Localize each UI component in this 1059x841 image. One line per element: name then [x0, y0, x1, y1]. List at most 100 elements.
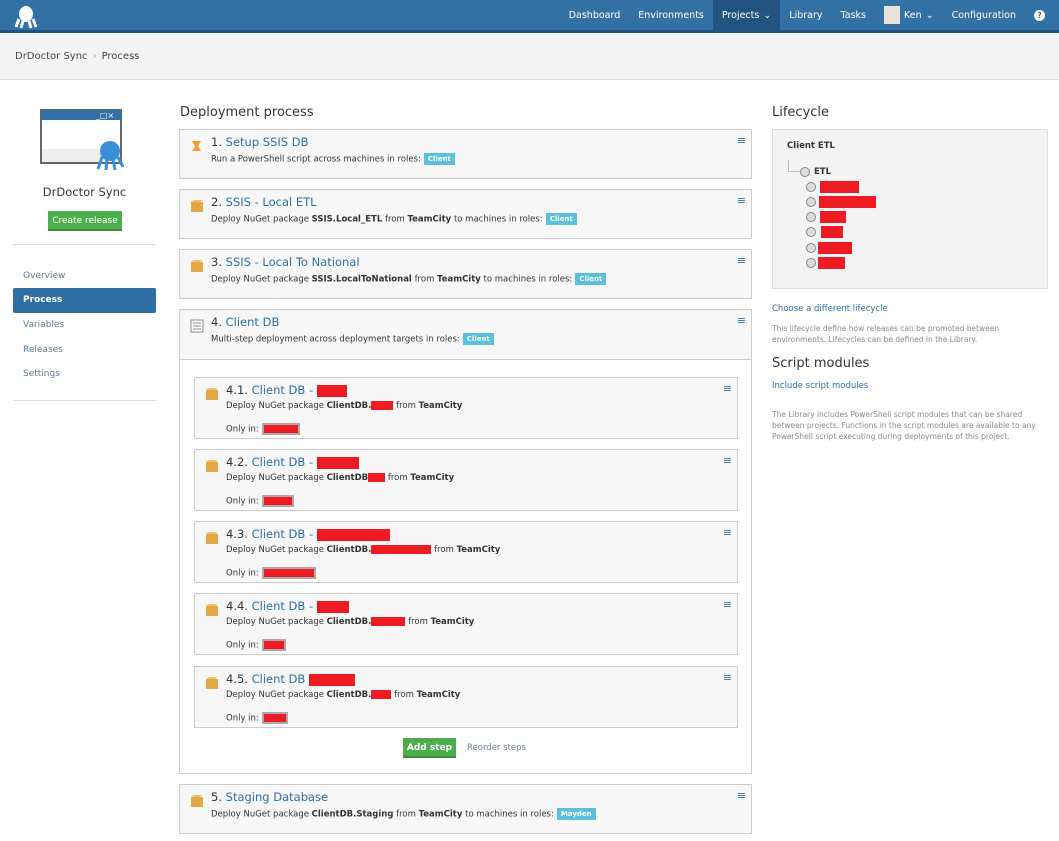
- nav-library[interactable]: Library: [789, 9, 823, 21]
- hamburger-menu-icon[interactable]: ≡: [736, 789, 746, 802]
- divider: [13, 244, 156, 245]
- environment-status-icon: [806, 212, 816, 222]
- redacted-text: [371, 617, 406, 626]
- octopus-logo-icon[interactable]: [15, 5, 37, 29]
- environment-tag: [261, 567, 316, 579]
- substep-title[interactable]: 4.4. Client DB -: [226, 599, 349, 613]
- breadcrumb-project[interactable]: DrDoctor Sync: [15, 51, 88, 62]
- redacted-text: [316, 528, 390, 541]
- only-in-environments: Only in:: [226, 567, 316, 579]
- substep-card: 4.4. Client DB - Deploy NuGet package Cl…: [194, 593, 738, 655]
- sidebar-item-overview[interactable]: Overview: [23, 271, 66, 281]
- create-release-button[interactable]: Create release: [48, 211, 122, 231]
- only-in-environments: Only in:: [226, 639, 286, 651]
- only-in-environments: Only in:: [226, 495, 294, 507]
- role-badge: Client: [423, 153, 455, 165]
- substep-description: Deploy NuGet package ClientDB. from Team…: [226, 401, 463, 411]
- redacted-text: [316, 456, 359, 469]
- nav-dashboard[interactable]: Dashboard: [568, 9, 621, 21]
- svg-text:_□×: _□×: [95, 111, 114, 120]
- environment-status-icon: [806, 197, 816, 207]
- redacted-text: [316, 600, 349, 613]
- nav-environments[interactable]: Environments: [638, 9, 704, 21]
- step-title[interactable]: 2. SSIS - Local ETL: [211, 195, 317, 209]
- sidebar-item-settings[interactable]: Settings: [23, 369, 60, 379]
- substep-description: Deploy NuGet package ClientDB. from Team…: [226, 545, 501, 555]
- redacted-text: [368, 473, 386, 482]
- redacted-environment: [820, 211, 846, 223]
- package-icon: [206, 677, 218, 689]
- environment-status-icon: [806, 182, 816, 192]
- nav-configuration[interactable]: Configuration: [951, 9, 1016, 21]
- redacted-text: [263, 569, 314, 577]
- step-title[interactable]: 5. Staging Database: [211, 790, 329, 804]
- step-title[interactable]: 3. SSIS - Local To National: [211, 255, 360, 269]
- page-title: Deployment process: [180, 105, 314, 120]
- substep-title[interactable]: 4.1. Client DB -: [226, 383, 347, 397]
- step-card: 3. SSIS - Local To National Deploy NuGet…: [179, 249, 752, 299]
- redacted-text: [263, 641, 284, 649]
- substep-card: 4.1. Client DB - Deploy NuGet package Cl…: [194, 377, 738, 439]
- lifecycle-name: Client ETL: [787, 141, 835, 151]
- hamburger-menu-icon[interactable]: ≡: [736, 194, 746, 207]
- include-script-modules-link[interactable]: Include script modules: [772, 381, 869, 391]
- nav-projects[interactable]: Projects ⌄: [712, 0, 781, 30]
- nav-user[interactable]: Ken ⌄: [875, 0, 943, 30]
- only-in-environments: Only in:: [226, 712, 288, 724]
- step-description: Deploy NuGet package SSIS.Local_ETL from…: [211, 213, 577, 225]
- breadcrumb-bar: [0, 33, 1059, 80]
- role-badge: Mayden: [556, 808, 596, 820]
- lifecycle-panel: Client ETL ETL: [772, 129, 1048, 289]
- multi-step-icon: [190, 319, 204, 333]
- nav-projects-label: Projects: [721, 9, 760, 21]
- lifecycle-help: This lifecycle define how releases can b…: [772, 324, 1000, 344]
- hamburger-menu-icon[interactable]: ≡: [722, 598, 732, 611]
- hamburger-menu-icon[interactable]: ≡: [736, 254, 746, 267]
- redacted-text: [263, 714, 286, 722]
- nav-tasks[interactable]: Tasks: [840, 9, 866, 21]
- role-badge: Client: [575, 273, 607, 285]
- hamburger-menu-icon[interactable]: ≡: [722, 382, 732, 395]
- sidebar-item-variables[interactable]: Variables: [23, 320, 65, 330]
- step-title[interactable]: 4. Client DB: [211, 315, 280, 329]
- add-step-button[interactable]: Add step: [403, 738, 456, 758]
- redacted-environment: [820, 181, 859, 193]
- hamburger-menu-icon[interactable]: ≡: [736, 134, 746, 147]
- substep-title[interactable]: 4.2. Client DB -: [226, 455, 359, 469]
- substep-title[interactable]: 4.5. Client DB: [226, 672, 355, 686]
- project-logo-icon: _□×: [40, 109, 124, 171]
- user-name: Ken: [903, 9, 922, 21]
- script-modules-help: The Library includes PowerShell script m…: [772, 410, 1036, 441]
- step-description: Deploy NuGet package ClientDB.Staging fr…: [211, 808, 596, 820]
- redacted-text: [371, 545, 432, 554]
- role-badge: Client: [545, 213, 577, 225]
- hamburger-menu-icon[interactable]: ≡: [722, 454, 732, 467]
- substep-title[interactable]: 4.3. Client DB -: [226, 527, 390, 541]
- role-badge: Client: [462, 333, 494, 345]
- step-description: Run a PowerShell script across machines …: [211, 153, 455, 165]
- avatar: [883, 6, 900, 24]
- sidebar-item-process[interactable]: Process: [13, 288, 156, 313]
- package-icon: [191, 795, 203, 807]
- hamburger-menu-icon[interactable]: ≡: [722, 671, 732, 684]
- script-modules-heading: Script modules: [772, 356, 870, 371]
- environment-status-icon: [806, 258, 816, 268]
- substep-description: Deploy NuGet package ClientDB from TeamC…: [226, 473, 455, 483]
- step-card: 2. SSIS - Local ETL Deploy NuGet package…: [179, 189, 752, 239]
- sidebar-item-releases[interactable]: Releases: [23, 345, 63, 355]
- top-nav: Dashboard Environments Projects ⌄ Library…: [0, 0, 1059, 33]
- package-icon: [191, 260, 203, 272]
- step-title[interactable]: 1. Setup SSIS DB: [211, 135, 309, 149]
- redacted-text: [371, 401, 394, 410]
- redacted-text: [308, 673, 355, 686]
- substep-description: Deploy NuGet package ClientDB. from Team…: [226, 690, 461, 700]
- environment-status-icon: [806, 227, 816, 237]
- hamburger-menu-icon[interactable]: ≡: [722, 526, 732, 539]
- hamburger-menu-icon[interactable]: ≡: [736, 314, 746, 327]
- lifecycle-heading: Lifecycle: [772, 105, 830, 120]
- reorder-steps-link[interactable]: Reorder steps: [467, 743, 526, 753]
- choose-lifecycle-link[interactable]: Choose a different lifecycle: [772, 304, 888, 314]
- help-button[interactable]: ?: [1025, 0, 1059, 30]
- project-name: DrDoctor Sync: [42, 185, 127, 199]
- only-in-environments: Only in:: [226, 423, 300, 435]
